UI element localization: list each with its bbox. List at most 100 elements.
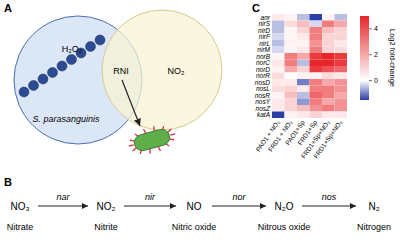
heatmap-cell [272, 47, 285, 54]
heatmap-cell [322, 47, 335, 54]
heatmap-cell [272, 79, 285, 86]
compound-name: Nitrate [7, 222, 34, 232]
heatmap-cell [335, 47, 348, 54]
heatmap-cell [297, 112, 310, 119]
heatmap-cell [297, 86, 310, 93]
heatmap-cell [285, 92, 298, 99]
heatmap-cell [285, 86, 298, 93]
enzyme-label: nir [145, 192, 156, 202]
bacterium-cell [57, 61, 67, 71]
heatmap-cell [310, 47, 323, 54]
enzyme-label: nar [56, 192, 70, 202]
spike [169, 138, 174, 141]
heatmap-cell [310, 73, 323, 80]
figure: ABCH₂O₂NO₂RNIS. parasanguinisNO₃NitrateN… [0, 0, 400, 248]
heatmap-cell [285, 34, 298, 41]
heatmap-cell [310, 34, 323, 41]
heatmap-cell [335, 73, 348, 80]
heatmap-cell [335, 66, 348, 73]
heatmap-cell [285, 53, 298, 60]
heatmap-cells [272, 14, 347, 118]
heatmap-cell [335, 21, 348, 28]
heatmap-cell [297, 53, 310, 60]
reaction-arrow [212, 206, 266, 207]
heatmap-cell [272, 34, 285, 41]
bacterium-cell [19, 87, 29, 97]
p-aeruginosa [126, 122, 179, 159]
heatmap-cell [285, 99, 298, 106]
compound-formula: NO [187, 201, 202, 212]
heatmap-cell [272, 27, 285, 34]
panel-label: C [252, 2, 260, 14]
heatmap-cell [310, 40, 323, 47]
heatmap-cell [310, 112, 323, 119]
heatmap-cell [322, 92, 335, 99]
bacterium-cell [86, 42, 96, 52]
spike [170, 134, 175, 135]
heatmap-cell [297, 27, 310, 34]
heatmap-cell [310, 79, 323, 86]
heatmap-cell [272, 40, 285, 47]
heatmap-cell [285, 47, 298, 54]
heatmap-cell [335, 79, 348, 86]
reaction-arrow [38, 206, 88, 207]
heatmap-cell [272, 21, 285, 28]
heatmap-cell [335, 14, 348, 21]
heatmap-cell [310, 92, 323, 99]
heatmap-cell [335, 53, 348, 60]
colorbar [360, 16, 369, 100]
heatmap-cell [322, 60, 335, 67]
heatmap-cell [297, 92, 310, 99]
enzyme-label: nor [232, 192, 246, 202]
spike [129, 145, 134, 146]
heatmap-cell [272, 105, 285, 112]
heatmap-cell [285, 14, 298, 21]
compound-name: Nitrite [94, 222, 118, 232]
circle-label: NO₂ [168, 66, 186, 76]
heatmap-cell [310, 14, 323, 21]
reaction-arrow [302, 206, 356, 207]
venn-circle [102, 10, 222, 130]
heatmap-cell [322, 99, 335, 106]
heatmap-cell [335, 60, 348, 67]
heatmap-cell [272, 92, 285, 99]
heatmap-cell [297, 99, 310, 106]
heatmap-cell [285, 79, 298, 86]
compound-formula: NO₃ [10, 201, 29, 212]
heatmap-cell [322, 14, 335, 21]
compound-name: Nitrous oxide [258, 222, 311, 232]
heatmap-cell [335, 112, 348, 119]
bacterium-cell [67, 55, 77, 65]
colorbar-tick [369, 28, 372, 29]
enzyme-label: nos [322, 192, 337, 202]
heatmap-cell [285, 60, 298, 67]
heatmap-cell [310, 66, 323, 73]
overlap-label: RNI [113, 66, 129, 76]
heatmap-cell [335, 92, 348, 99]
heatmap-cell [285, 27, 298, 34]
row-label: katA [257, 111, 270, 118]
heatmap-cell [335, 105, 348, 112]
colorbar-label: Log2 fold-change [388, 29, 397, 87]
heatmap-cell [297, 14, 310, 21]
heatmap-cell [322, 112, 335, 119]
heatmap-cell [297, 73, 310, 80]
heatmap-cell [272, 60, 285, 67]
heatmap-cell [272, 112, 285, 119]
heatmap-cell [297, 47, 310, 54]
heatmap-cell [310, 60, 323, 67]
heatmap-cell [272, 53, 285, 60]
heatmap-cell [335, 99, 348, 106]
heatmap-cell [322, 53, 335, 60]
compound-name: Nitrogen [357, 222, 391, 232]
heatmap-cell [322, 34, 335, 41]
heatmap-cell [310, 27, 323, 34]
heatmap-cell [322, 66, 335, 73]
heatmap-cell [322, 40, 335, 47]
heatmap-cell [310, 86, 323, 93]
organism-label: S. parasanguinis [32, 114, 100, 124]
column-label: FRD1+Sp+NO₂ [312, 118, 345, 160]
compound-formula: N₂O [275, 201, 294, 212]
heatmap-cell [310, 99, 323, 106]
heatmap-cell [310, 21, 323, 28]
